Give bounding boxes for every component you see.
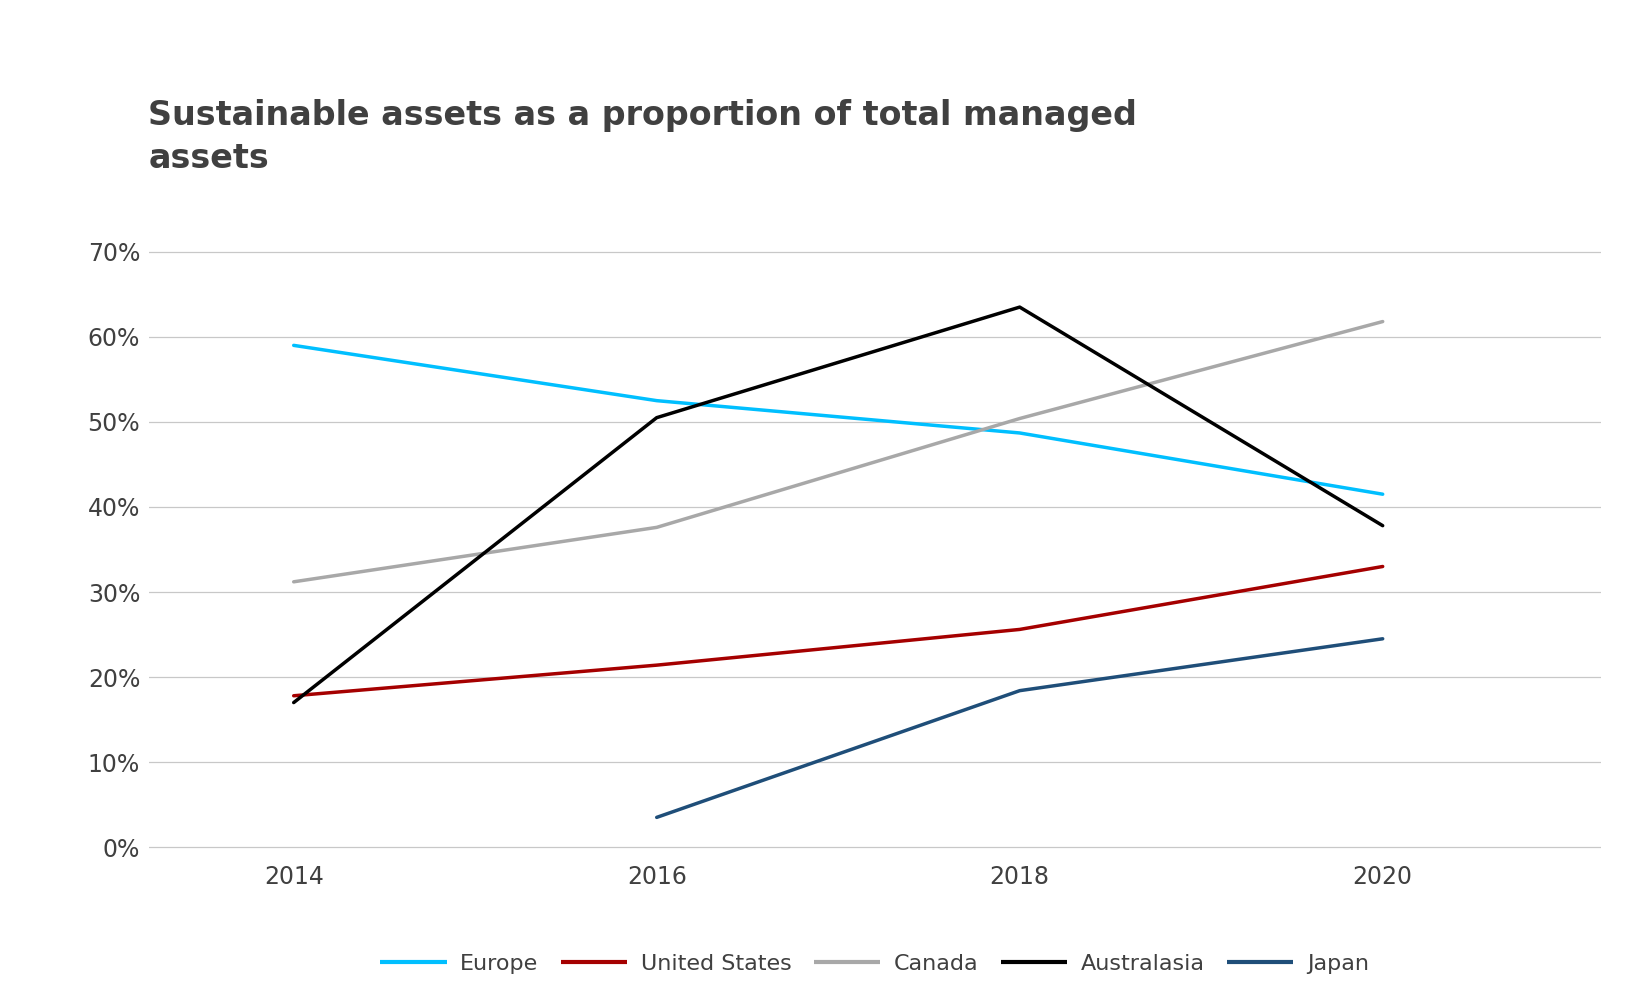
- Legend: Europe, United States, Canada, Australasia, Japan: Europe, United States, Canada, Australas…: [371, 944, 1378, 983]
- Text: Sustainable assets as a proportion of total managed
assets: Sustainable assets as a proportion of to…: [148, 99, 1137, 175]
